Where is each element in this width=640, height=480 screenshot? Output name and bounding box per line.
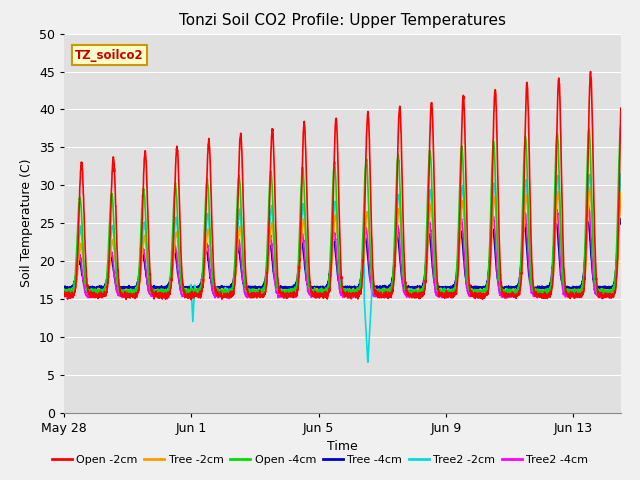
X-axis label: Time: Time xyxy=(327,440,358,454)
Y-axis label: Soil Temperature (C): Soil Temperature (C) xyxy=(20,159,33,288)
Title: Tonzi Soil CO2 Profile: Upper Temperatures: Tonzi Soil CO2 Profile: Upper Temperatur… xyxy=(179,13,506,28)
Text: TZ_soilco2: TZ_soilco2 xyxy=(75,49,144,62)
Legend: Open -2cm, Tree -2cm, Open -4cm, Tree -4cm, Tree2 -2cm, Tree2 -4cm: Open -2cm, Tree -2cm, Open -4cm, Tree -4… xyxy=(47,451,593,469)
